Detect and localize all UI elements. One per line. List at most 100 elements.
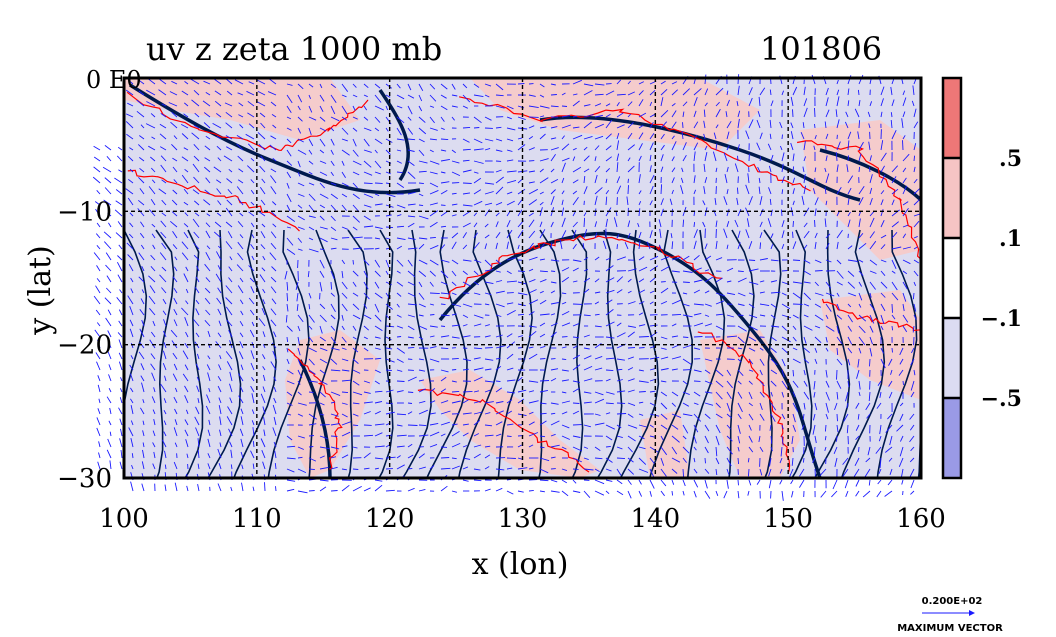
wind-vector bbox=[330, 314, 336, 320]
wind-vector bbox=[440, 94, 447, 99]
wind-vector bbox=[484, 138, 494, 142]
wind-vector bbox=[484, 389, 491, 393]
wind-vector bbox=[407, 424, 418, 426]
wind-vector bbox=[819, 468, 827, 477]
wind-vector bbox=[737, 242, 741, 250]
wind-vector bbox=[341, 484, 350, 492]
wind-vector bbox=[704, 457, 706, 464]
wind-vector bbox=[107, 350, 112, 360]
wind-vector bbox=[792, 391, 796, 398]
wind-vector bbox=[297, 358, 302, 367]
wind-vector bbox=[746, 218, 750, 228]
wind-vector bbox=[341, 413, 348, 418]
wind-vector bbox=[756, 479, 761, 485]
wind-vector bbox=[197, 449, 200, 459]
wind-vector bbox=[649, 390, 656, 393]
wind-vector bbox=[769, 424, 772, 431]
wind-vector bbox=[660, 347, 667, 350]
wind-vector bbox=[759, 303, 770, 307]
wind-vector bbox=[572, 280, 578, 283]
wind-vector bbox=[913, 281, 917, 286]
wind-vector bbox=[517, 116, 526, 121]
height-contour bbox=[763, 229, 782, 478]
wind-vector bbox=[550, 221, 554, 228]
wind-vector bbox=[583, 257, 589, 261]
wind-vector bbox=[834, 402, 838, 411]
wind-vector bbox=[583, 355, 592, 360]
wind-vector bbox=[418, 453, 425, 459]
wind-vector bbox=[715, 413, 723, 419]
wind-vector bbox=[473, 232, 478, 239]
wind-vector bbox=[197, 438, 200, 448]
wind-vector bbox=[297, 182, 305, 187]
wind-vector bbox=[627, 325, 636, 328]
wind-vector bbox=[118, 244, 123, 250]
wind-vector bbox=[857, 413, 860, 420]
wind-vector bbox=[792, 336, 797, 342]
wind-vector bbox=[583, 365, 593, 371]
wind-vector bbox=[638, 347, 645, 349]
wind-vector bbox=[528, 400, 539, 404]
wind-vector bbox=[594, 93, 604, 96]
wind-vector bbox=[142, 442, 145, 448]
wind-vector bbox=[561, 468, 568, 472]
wind-vector bbox=[240, 416, 244, 426]
wind-vector bbox=[528, 188, 539, 195]
wind-vector bbox=[274, 450, 277, 459]
wind-vector bbox=[803, 156, 807, 162]
wind-vector bbox=[308, 226, 315, 231]
wind-vector bbox=[429, 160, 440, 165]
wind-vector bbox=[649, 402, 655, 406]
wind-vector bbox=[429, 236, 436, 239]
wind-vector bbox=[286, 292, 289, 302]
wind-vector bbox=[352, 149, 359, 157]
wind-vector bbox=[473, 411, 483, 415]
wind-vector bbox=[638, 336, 649, 338]
wind-vector bbox=[363, 116, 369, 121]
wind-vector bbox=[572, 156, 576, 162]
wind-vector bbox=[484, 445, 491, 448]
wind-vector bbox=[374, 237, 381, 240]
wind-vector bbox=[462, 83, 468, 89]
wind-vector bbox=[150, 363, 156, 371]
wind-vector bbox=[726, 280, 732, 283]
wind-vector bbox=[120, 428, 123, 437]
wind-vector bbox=[462, 368, 469, 371]
wind-vector bbox=[149, 209, 156, 217]
wind-vector bbox=[615, 211, 618, 217]
wind-vector bbox=[225, 297, 233, 305]
wind-vector bbox=[682, 111, 685, 118]
wind-vector bbox=[308, 105, 313, 113]
wind-vector bbox=[473, 138, 483, 144]
wind-vector bbox=[263, 417, 266, 426]
wind-vector bbox=[440, 190, 448, 195]
wind-vector bbox=[858, 325, 866, 334]
wind-vector bbox=[528, 212, 534, 217]
wind-vector bbox=[352, 259, 354, 265]
wind-vector bbox=[594, 468, 600, 472]
wind-vector bbox=[561, 162, 566, 173]
wind-vector bbox=[858, 314, 867, 322]
wind-vector bbox=[627, 165, 635, 173]
wind-vector bbox=[660, 97, 664, 107]
wind-vector bbox=[252, 427, 255, 437]
coastline-contour bbox=[438, 231, 822, 478]
wind-vector bbox=[693, 457, 696, 463]
wind-vector bbox=[152, 409, 156, 415]
wind-vector bbox=[803, 185, 807, 195]
wind-vector bbox=[506, 391, 516, 394]
wind-vector bbox=[341, 94, 347, 98]
wind-vector bbox=[95, 309, 101, 316]
zeta-contour bbox=[439, 234, 723, 300]
wind-vector bbox=[171, 80, 178, 85]
wind-vector bbox=[803, 336, 807, 344]
wind-vector bbox=[572, 479, 577, 484]
wind-vector bbox=[297, 314, 304, 323]
wind-vector bbox=[594, 446, 601, 451]
wind-vector bbox=[836, 141, 841, 151]
wind-vector bbox=[715, 369, 724, 377]
wind-vector bbox=[748, 292, 754, 296]
wind-vector bbox=[910, 490, 915, 495]
wind-vector bbox=[286, 435, 293, 441]
wind-vector bbox=[125, 188, 134, 195]
